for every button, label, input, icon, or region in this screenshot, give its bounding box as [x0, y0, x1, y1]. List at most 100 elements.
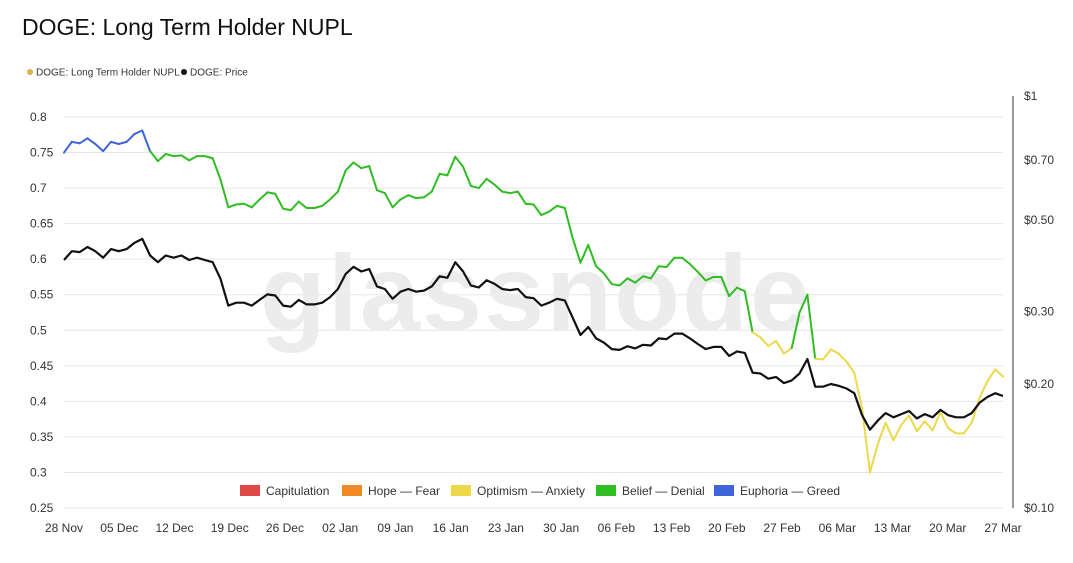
nupl-segment — [720, 275, 731, 298]
x-tick-label: 06 Feb — [598, 521, 636, 535]
nupl-segment — [227, 203, 238, 209]
nupl-segment — [579, 243, 590, 264]
nupl-segment — [642, 275, 652, 280]
y-right-tick-label: $0.30 — [1024, 304, 1054, 318]
legend-label-price: DOGE: Price — [190, 68, 248, 79]
nupl-segment — [610, 283, 621, 287]
nupl-segment — [884, 421, 895, 442]
nupl-segment — [947, 427, 958, 435]
watermark: glassnode — [260, 232, 812, 353]
nupl-segment — [430, 172, 441, 193]
series-price — [63, 237, 1004, 431]
nupl-segment — [313, 204, 324, 209]
nupl-segment — [485, 177, 496, 186]
nupl-segment — [219, 178, 230, 209]
x-tick-label: 13 Feb — [653, 521, 691, 535]
nupl-segment — [141, 129, 152, 153]
grid-lines — [64, 116, 1003, 509]
nupl-segment — [454, 155, 465, 168]
nupl-segment — [798, 293, 809, 314]
nupl-segment — [125, 133, 136, 143]
nupl-segment — [626, 277, 637, 284]
nupl-segment — [289, 200, 300, 212]
y-axis-right: $1 $0.70 $0.50 $0.30 $0.20 $0.10 — [1012, 89, 1054, 515]
nupl-segment — [438, 172, 449, 177]
nupl-segment — [986, 368, 997, 383]
nupl-segment — [250, 198, 261, 209]
nupl-segment — [63, 140, 73, 154]
nupl-segment — [735, 286, 746, 293]
zone-label: Hope — Fear — [368, 484, 440, 498]
y-left-tick-label: 0.3 — [30, 465, 47, 479]
nupl-segment — [509, 190, 519, 195]
nupl-segment — [86, 137, 97, 146]
nupl-segment — [407, 194, 418, 200]
nupl-segment — [164, 152, 175, 158]
nupl-segment — [759, 336, 770, 347]
y-right-tick-label: $0.20 — [1024, 377, 1054, 391]
nupl-segment — [493, 183, 504, 193]
nupl-segment — [360, 165, 371, 170]
x-tick-label: 28 Nov — [45, 521, 83, 535]
nupl-segment — [266, 191, 277, 195]
chart-title: DOGE: Long Term Holder NUPL — [22, 14, 353, 40]
nupl-segment — [172, 154, 183, 158]
x-tick-label: 16 Jan — [433, 521, 469, 535]
nupl-segment — [876, 421, 887, 446]
y-right-tick-label: $0.70 — [1024, 153, 1054, 167]
nupl-segment — [602, 272, 613, 286]
nupl-segment — [133, 129, 144, 136]
nupl-segment — [728, 286, 738, 298]
nupl-segment — [352, 161, 363, 170]
nupl-segment — [242, 202, 253, 209]
nupl-segment — [837, 352, 848, 363]
nupl-segment — [555, 204, 566, 209]
series-legend: DOGE: Long Term Holder NUPL DOGE: Price — [27, 68, 248, 79]
y-left-tick-label: 0.7 — [30, 181, 47, 195]
nupl-segment — [814, 357, 825, 361]
nupl-segment — [806, 293, 817, 360]
nupl-segment — [931, 411, 942, 432]
nupl-segment — [477, 177, 488, 190]
nupl-segment — [188, 155, 199, 162]
nupl-segment — [383, 192, 394, 209]
x-tick-label: 26 Dec — [266, 521, 304, 535]
y-left-tick-label: 0.45 — [30, 359, 54, 373]
nupl-segment — [532, 203, 543, 217]
nupl-segment — [368, 165, 378, 192]
zone-swatch — [240, 485, 260, 496]
y-left-tick-label: 0.65 — [30, 217, 54, 231]
legend-label-nupl: DOGE: Long Term Holder NUPL — [36, 68, 180, 79]
y-left-tick-label: 0.25 — [30, 501, 54, 515]
y-left-tick-label: 0.75 — [30, 146, 54, 160]
y-left-tick-label: 0.4 — [30, 394, 47, 408]
nupl-segment — [516, 190, 527, 205]
nupl-segment — [657, 265, 668, 269]
nupl-segment — [203, 155, 214, 160]
x-tick-label: 06 Mar — [819, 521, 856, 535]
nupl-segment — [415, 196, 425, 200]
nupl-segment — [102, 140, 112, 153]
x-tick-label: 23 Jan — [488, 521, 524, 535]
nupl-segment — [548, 204, 558, 213]
x-tick-label: 20 Feb — [708, 521, 746, 535]
nupl-segment — [751, 331, 762, 339]
nupl-segment — [923, 420, 934, 432]
x-tick-label: 30 Jan — [543, 521, 579, 535]
nupl-segment — [462, 165, 472, 187]
y-axis-left: 0.8 0.75 0.7 0.65 0.6 0.55 0.5 0.45 0.4 0.35 0.3 0.… — [30, 110, 54, 515]
nupl-segment — [344, 161, 355, 172]
y-left-tick-label: 0.55 — [30, 288, 54, 302]
legend-dot-price — [181, 69, 187, 75]
nupl-segment — [767, 339, 778, 347]
nupl-segment — [649, 265, 660, 280]
nupl-segment — [782, 347, 793, 355]
nupl-segment — [892, 423, 903, 442]
x-axis: 28 Nov 05 Dec 12 Dec 19 Dec 26 Dec 02 Jan 09 J… — [45, 521, 1022, 535]
zone-legend: Capitulation Hope — Fear Optimism — Anxiet… — [240, 484, 840, 498]
nupl-segment — [704, 275, 715, 282]
y-left-tick-label: 0.6 — [30, 252, 47, 266]
nupl-segment — [829, 348, 840, 355]
nupl-segment — [78, 137, 89, 145]
